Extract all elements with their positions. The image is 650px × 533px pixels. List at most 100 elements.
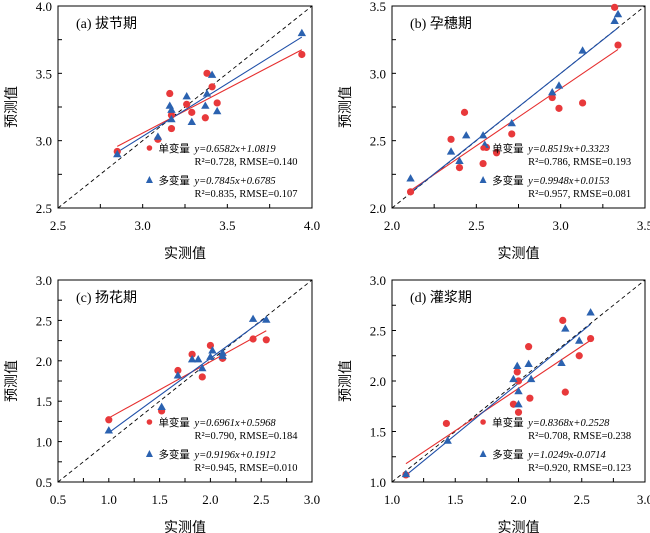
x-tick-label: 2.0 [384,218,400,233]
single-variable-point [188,108,196,116]
multi-variable-point [557,358,566,366]
x-axis-title: 实测值 [498,520,540,533]
single-variable-point [213,99,221,107]
y-tick-label: 3.0 [370,66,386,81]
multi-variable-point [462,131,471,139]
multi-variable-point [182,92,191,100]
y-tick-label: 2.5 [36,313,52,328]
x-tick-label: 3.5 [637,218,650,233]
single-variable-point [208,83,216,91]
single-variable-point [514,408,523,416]
single-variable-point [105,416,113,424]
multi-variable-point [104,426,113,434]
legend-series-name: 多变量 [158,448,190,461]
single-variable-point [455,164,464,172]
y-tick-label: 2.0 [370,374,386,389]
chart-panel-0: 2.5 3.0 3.5 4.0 2.5 3.0 3.5 4.0 实测值 预测值 (a) 拔节期单变量… [4,0,320,262]
legend-circle-icon [146,145,153,151]
legend-stats: R²=0.835, RMSE=0.107 [194,189,297,200]
x-tick-label: 2.0 [202,492,218,507]
multi-variable-point [575,336,584,344]
y-tick-label: 1.0 [36,435,52,450]
legend-stats: R²=0.957, RMSE=0.081 [528,189,631,200]
x-tick-label: 1.0 [101,492,117,507]
multi-variable-point [507,118,516,127]
multi-variable-point [113,149,122,158]
x-tick-label: 2.0 [510,492,526,507]
legend-stats: R²=0.728, RMSE=0.140 [194,157,297,168]
panel-title: (d) 灌浆期 [410,290,472,306]
multi-variable-point [187,354,197,363]
x-tick-label: 3.5 [219,218,235,233]
legend-triangle-icon [145,176,153,183]
single-variable-point [526,394,534,402]
chart-panel-3: 1.0 1.5 2.0 2.5 3.0 1.0 1.5 2.0 2.5 3.0 实测值 预测值 (d) … [338,273,650,533]
multi-variable-point [218,348,227,356]
multi-variable-point [455,156,464,165]
single-variable-point [442,419,450,428]
y-axis-title: 预测值 [4,86,20,128]
single-variable-point [525,343,533,351]
single-variable-point [298,50,306,59]
multi-variable-point [187,117,196,125]
legend-stats: R²=0.945, RMSE=0.010 [194,463,297,474]
x-tick-label: 3.0 [553,218,569,233]
x-tick-label: 3.0 [304,492,320,507]
multi-variable-point [406,174,415,182]
single-variable-fit-line [117,49,303,147]
single-variable-fit-line [410,48,619,191]
y-tick-label: 3.5 [36,66,52,81]
legend-triangle-icon [479,176,487,183]
y-tick-label: 2.5 [370,324,386,339]
legend-series-name: 单变量 [158,142,190,155]
multi-variable-point [513,361,522,369]
multi-variable-point [548,87,557,96]
single-variable-point [514,377,523,385]
single-variable-point [183,100,191,108]
legend-series-name: 单变量 [492,142,524,155]
multi-variable-point [524,359,533,367]
multi-variable-point [157,402,166,411]
y-axis-title: 预测值 [338,86,354,128]
single-variable-point [203,69,211,77]
x-tick-label: 1.5 [447,492,463,507]
y-axis-title: 预测值 [4,360,20,402]
multi-variable-point [526,374,536,383]
legend-series-name: 单变量 [492,416,524,429]
panel-title: (b) 孕穗期 [410,16,472,32]
single-variable-point [201,114,209,122]
x-axis-title: 实测值 [498,246,540,262]
panel-title: (c) 扬花期 [76,290,137,306]
identity-line [57,279,313,483]
panel-title: (a) 拔节期 [76,16,137,32]
single-variable-point [262,336,270,344]
multi-variable-point [446,147,456,155]
x-tick-label: 2.5 [253,492,269,507]
multi-variable-point [514,386,523,395]
chart-panel-2: 0.5 1.0 1.5 2.0 2.5 3.0 0.5 1.0 1.5 2.0 2.5 3.0 实测值 预… [4,273,320,533]
multi-variable-point [248,314,258,322]
x-tick-label: 3.0 [135,218,151,233]
y-tick-label: 3.0 [36,134,52,149]
y-tick-label: 4.0 [36,0,52,14]
multi-variable-point [208,346,217,354]
multi-variable-point [206,352,215,360]
multi-variable-point [198,363,207,372]
multi-variable-point [509,374,518,383]
legend-equation: y=0.9196x+0.1912 [193,450,276,461]
legend-equation: y=0.6961x+0.5968 [193,418,276,429]
multi-variable-point [194,354,203,363]
y-tick-label: 1.5 [36,394,52,409]
multi-variable-point [514,400,523,408]
single-variable-fit-line [108,330,267,419]
multi-variable-fit-line [410,27,619,194]
single-variable-point [578,99,587,107]
single-variable-point [174,366,182,375]
single-variable-point [249,335,257,343]
single-variable-point [559,316,567,324]
multi-variable-point [613,9,623,18]
legend-equation: y=1.0249x-0.0714 [527,450,606,461]
y-tick-label: 0.5 [36,475,52,490]
legend-stats: R²=0.920, RMSE=0.123 [528,463,631,474]
single-variable-point [166,89,174,98]
